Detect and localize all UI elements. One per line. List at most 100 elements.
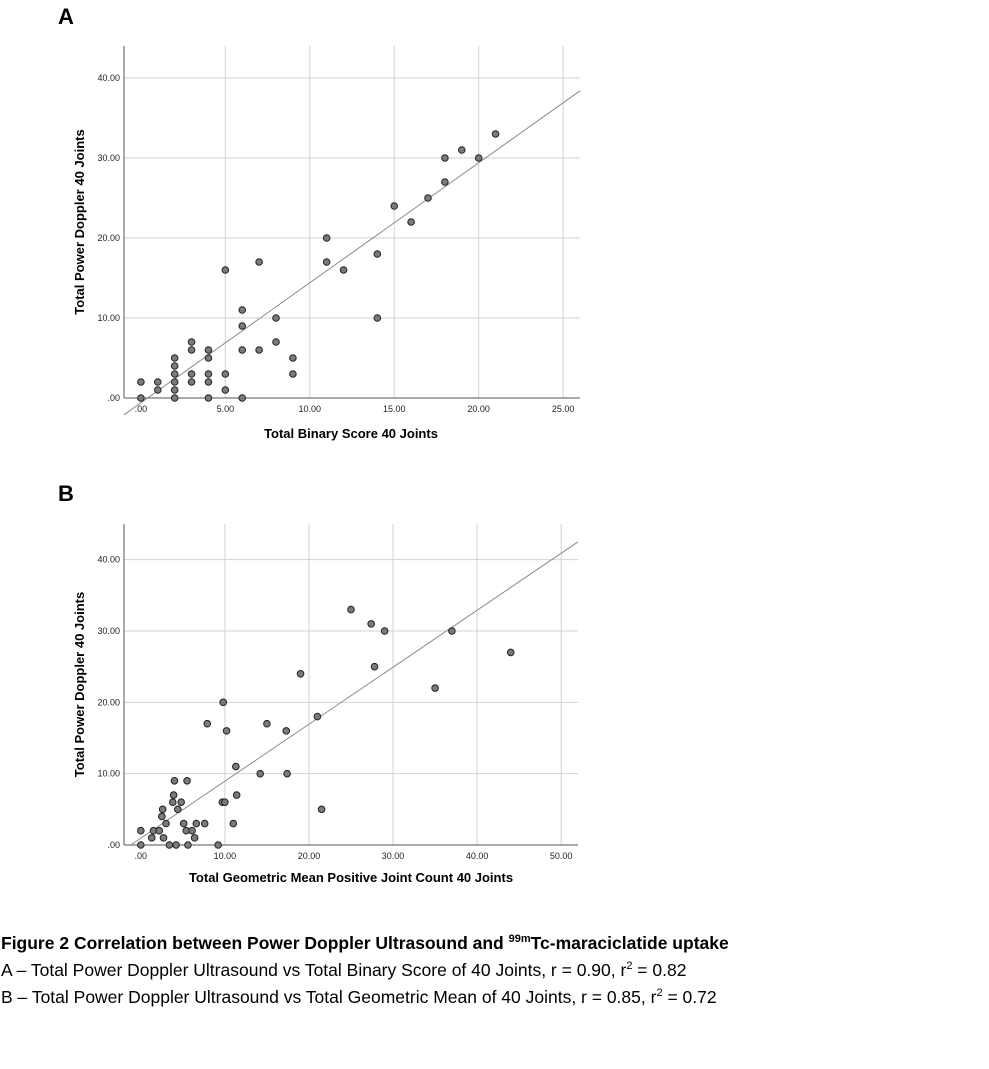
caption-line-b-text: B – Total Power Doppler Ultrasound vs To… <box>1 986 657 1007</box>
data-point <box>169 791 178 799</box>
data-point <box>347 605 355 614</box>
data-point <box>184 841 192 849</box>
data-point <box>289 354 297 362</box>
x-tick-label: 50.00 <box>550 851 573 861</box>
y-tick-label: 40.00 <box>97 73 120 83</box>
caption-line-b-sup: 2 <box>656 986 663 999</box>
x-tick-label: 15.00 <box>383 404 406 414</box>
x-tick-label: 30.00 <box>382 851 405 861</box>
data-point <box>204 378 213 386</box>
data-point <box>192 819 201 828</box>
caption-line-a-post: = 0.82 <box>632 959 687 980</box>
data-point <box>221 386 230 394</box>
regression-line <box>130 541 579 846</box>
data-point <box>296 670 305 678</box>
data-point <box>147 834 156 842</box>
caption-figure-label: Figure 2 <box>1 932 70 953</box>
x-axis-title: Total Binary Score 40 Joints <box>264 426 438 441</box>
data-point <box>177 798 185 807</box>
caption-title-sup: 99m <box>508 933 531 945</box>
data-point <box>474 154 483 162</box>
data-point <box>424 194 432 202</box>
scatter-chart-b: .00 10.00 20.00 30.00 40.00 50.00 .00 10.00 20.0… <box>72 524 579 885</box>
y-tick-label: .00 <box>107 840 120 850</box>
data-point <box>238 306 247 314</box>
data-point <box>170 394 179 402</box>
data-point <box>373 314 382 322</box>
data-point <box>179 819 188 828</box>
data-point <box>137 394 145 402</box>
data-point <box>221 370 230 378</box>
data-point <box>188 826 196 835</box>
x-tick-label: 5.00 <box>217 404 235 414</box>
caption-title-pre: Correlation between Power Doppler Ultras… <box>73 932 509 953</box>
data-point <box>204 354 213 362</box>
data-point <box>187 346 196 354</box>
data-point <box>448 627 456 635</box>
x-tick-label: 40.00 <box>466 851 489 861</box>
data-point <box>407 218 415 226</box>
data-point <box>289 370 297 378</box>
panel-b-label: B <box>58 481 74 506</box>
caption-line-a-sup: 2 <box>626 959 633 972</box>
data-point <box>232 791 241 799</box>
data-point <box>153 378 162 386</box>
y-tick-label: 30.00 <box>97 153 120 163</box>
data-point <box>506 648 515 657</box>
data-point <box>370 662 379 671</box>
x-tick-label: .00 <box>135 851 148 861</box>
caption-title-line: Figure 2 Correlation between Power Doppl… <box>1 928 729 955</box>
data-point <box>187 338 196 346</box>
panel-a-label: A <box>58 4 74 29</box>
data-point <box>441 178 449 186</box>
data-point <box>255 346 263 354</box>
data-point <box>221 798 229 807</box>
caption-line-b-post: = 0.72 <box>662 986 717 1007</box>
data-point <box>162 819 170 828</box>
data-point <box>159 834 168 842</box>
data-point <box>170 370 179 378</box>
scatter-chart-a: .00 5.00 10.00 15.00 20.00 25.00 .00 10.00 20.00… <box>72 46 581 441</box>
y-tick-label: .00 <box>107 393 120 403</box>
data-point <box>204 346 213 354</box>
data-point <box>373 250 382 258</box>
data-point <box>232 762 240 771</box>
data-point <box>263 719 271 728</box>
data-point <box>155 826 164 835</box>
data-point <box>272 338 280 346</box>
data-point <box>221 266 230 274</box>
data-point <box>187 378 196 386</box>
y-tick-label: 20.00 <box>97 697 120 707</box>
data-point <box>457 146 466 154</box>
x-tick-label: 10.00 <box>299 404 322 414</box>
data-point <box>317 805 326 814</box>
data-point <box>187 370 196 378</box>
y-tick-label: 40.00 <box>97 555 120 565</box>
y-tick-label: 20.00 <box>97 233 120 243</box>
data-point <box>170 354 179 362</box>
data-point <box>203 719 212 728</box>
data-point <box>367 620 375 628</box>
y-tick-label: 10.00 <box>97 769 120 779</box>
data-point <box>158 805 167 814</box>
x-tick-label: .00 <box>135 404 148 414</box>
caption-line-b: B – Total Power Doppler Ultrasound vs To… <box>1 982 729 1009</box>
data-point <box>153 386 162 394</box>
data-point <box>313 712 322 721</box>
data-point <box>339 266 348 274</box>
data-point <box>238 322 247 330</box>
data-point <box>441 154 449 162</box>
x-tick-label: 20.00 <box>467 404 490 414</box>
caption-title-post: Tc-maraciclatide uptake <box>530 932 729 953</box>
data-point <box>174 805 182 814</box>
x-axis-title: Total Geometric Mean Positive Joint Coun… <box>189 870 513 885</box>
data-point <box>238 394 247 402</box>
y-axis-title: Total Power Doppler 40 Joints <box>72 129 87 314</box>
data-point <box>238 346 247 354</box>
data-point <box>214 841 222 849</box>
data-point <box>170 777 179 785</box>
y-axis-title: Total Power Doppler 40 Joints <box>72 592 87 777</box>
y-tick-label: 10.00 <box>97 313 120 323</box>
data-point <box>137 378 145 386</box>
data-point <box>219 698 228 707</box>
